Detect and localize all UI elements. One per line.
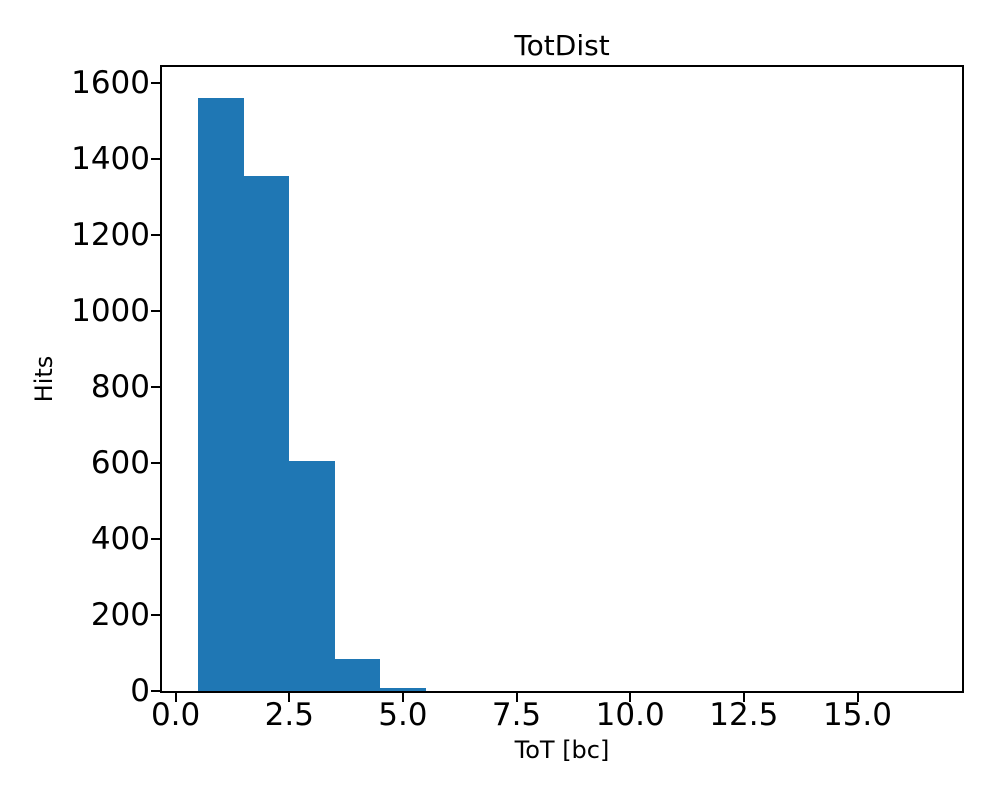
y-tick-label: 1000 [71,292,150,329]
x-tick-mark [629,693,632,702]
y-tick-label: 1200 [71,216,150,253]
histogram-bar [380,688,426,691]
y-tick-mark [151,385,160,388]
x-tick-label: 7.5 [491,697,542,733]
x-tick-label: 10.0 [595,697,665,733]
y-tick-label: 400 [90,520,150,557]
y-tick-mark [151,309,160,312]
y-tick-label: 600 [90,444,150,481]
y-tick-mark [151,690,160,692]
histogram-bar [334,658,381,691]
y-tick-mark [151,81,160,84]
y-tick-label: 0 [130,673,150,709]
x-tick-mark [288,693,291,702]
y-tick-label: 1400 [71,140,150,177]
y-tick-mark [151,461,160,464]
x-tick-label: 2.5 [264,697,314,733]
x-tick-mark [515,693,518,702]
x-tick-mark [856,693,859,702]
histogram-bar [289,460,335,691]
x-tick-mark [742,693,745,702]
plot-area [160,65,964,693]
x-tick-label: 5.0 [378,697,428,733]
x-tick-mark [401,693,404,702]
y-tick-label: 200 [90,596,150,633]
y-tick-label: 1600 [71,64,150,101]
chart-title: TotDist [514,29,610,62]
x-tick-label: 15.0 [822,697,893,733]
histogram-bar [198,97,244,691]
y-tick-mark [151,537,160,540]
y-tick-mark [151,613,160,616]
histogram-bar [243,175,290,691]
x-tick-label: 0.0 [150,697,201,733]
x-tick-label: 12.5 [709,697,779,733]
x-tick-mark [174,693,177,702]
y-axis-label: Hits [30,355,58,403]
y-tick-label: 800 [90,368,150,405]
y-tick-mark [151,157,160,160]
x-axis-label: ToT [bc] [514,736,610,764]
y-tick-mark [151,233,160,236]
